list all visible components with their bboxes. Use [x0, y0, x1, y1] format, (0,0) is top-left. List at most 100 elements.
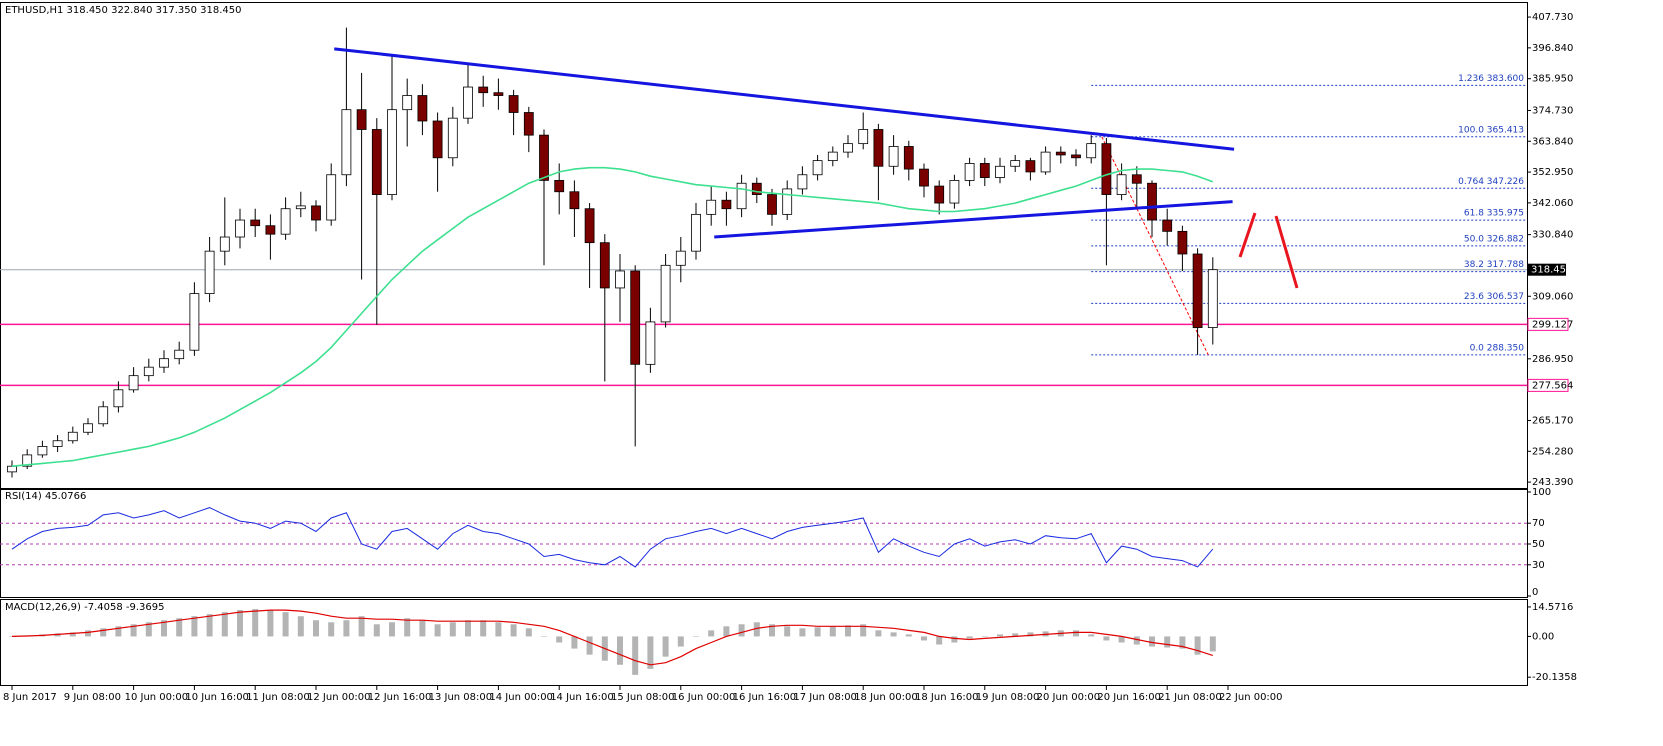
macd-bar [556, 636, 563, 643]
y-tick-label: 254.280 [1532, 446, 1573, 457]
y-tick-label: 50 [1532, 539, 1545, 550]
candle-body [843, 143, 853, 153]
x-tick-label: 11 Jun 08:00 [246, 692, 310, 703]
candle-body [964, 163, 975, 181]
y-tick-label: 0.00 [1532, 631, 1554, 642]
macd-bar [1088, 634, 1095, 637]
macd-bar [632, 636, 639, 675]
candle-body [721, 199, 732, 210]
candle-body [1192, 253, 1203, 328]
last-price-label: 318.450 [1531, 265, 1572, 276]
macd-bar [693, 636, 699, 637]
macd-bar [1133, 636, 1140, 645]
rsi-title: RSI(14) 45.0766 [5, 491, 86, 502]
rsi-line [11, 507, 1214, 568]
candle-body [539, 134, 549, 181]
y-tick-label: 243.390 [1532, 477, 1573, 488]
candle-body [83, 423, 93, 433]
macd-bar [647, 636, 654, 669]
macd-bar [389, 622, 395, 637]
macd-bar [267, 610, 274, 637]
macd-bar [966, 636, 973, 639]
fib-label: 23.6 306.537 [1464, 292, 1524, 302]
macd-bar [662, 636, 669, 657]
macd-bar [1103, 636, 1110, 641]
macd-bar [85, 630, 91, 637]
candle-body [341, 109, 352, 176]
y-tick-label: 374.730 [1532, 105, 1573, 116]
candle-body [1207, 269, 1218, 328]
level-box [1527, 378, 1569, 392]
signal-line [11, 609, 1213, 666]
plot: 1.236 383.600 100.0 365.413 0.764 347.226 6… [0, 27, 1527, 675]
fib-label: 50.0 326.882 [1464, 234, 1524, 244]
candle-body [1147, 182, 1157, 221]
candle-body [1101, 143, 1112, 195]
macd-bar [890, 632, 897, 637]
y-tick-label: 286.950 [1532, 354, 1573, 365]
macd-bar [419, 620, 426, 637]
macd-bar [951, 636, 958, 643]
candle-body [645, 321, 656, 365]
macd-bar [905, 634, 912, 637]
candle-body [143, 366, 154, 377]
macd-bar [829, 626, 836, 637]
macd-bar [921, 636, 927, 641]
y-tick-label: -20.1358 [1532, 672, 1577, 683]
x-tick-label: 18 Jun 00:00 [854, 692, 918, 703]
chart-title: ETHUSD,H1 318.450 322.840 317.350 318.45… [5, 5, 242, 16]
macd-title: MACD(12,26,9) -7.4058 -9.3695 [5, 602, 165, 613]
x-tick-label: 18 Jun 16:00 [915, 692, 979, 703]
macd-bar [449, 622, 456, 637]
macd-bar [145, 622, 152, 637]
candle-body [478, 86, 489, 94]
macd-bar [328, 622, 335, 637]
candle-body [7, 465, 17, 473]
moving-average [11, 166, 1214, 467]
macd-bar [586, 636, 593, 655]
candle-body [630, 270, 641, 365]
candle-body [174, 349, 185, 360]
fib-label: 61.8 335.975 [1464, 209, 1524, 219]
macd-bar [1027, 632, 1034, 637]
macd-bar [176, 618, 183, 637]
candle-body [1010, 160, 1021, 167]
macd-bar [130, 624, 137, 637]
candle-body [508, 95, 519, 113]
macd-bar [313, 620, 319, 637]
macd-bar [510, 624, 517, 637]
y-tick-label: 396.840 [1532, 43, 1573, 54]
candle-body [1177, 230, 1188, 255]
trendline [714, 200, 1233, 239]
candle-body [371, 129, 382, 195]
candle-body [356, 109, 367, 130]
level-label: 299.127 [1532, 319, 1573, 330]
candle-body [706, 199, 717, 215]
y-tick-label: 385.950 [1532, 74, 1573, 85]
candle-body [37, 446, 48, 456]
candle-body [311, 205, 321, 221]
macd-bar [1179, 636, 1186, 649]
candle-body [782, 188, 793, 215]
candle-body [934, 185, 945, 204]
arrow-down [1274, 215, 1299, 289]
macd-bar [9, 636, 15, 637]
candle-body [432, 120, 443, 159]
candle-body [189, 293, 200, 351]
x-tick-label: 21 Jun 08:00 [1158, 692, 1222, 703]
price-panel [0, 2, 1528, 489]
candle-body [1131, 174, 1142, 184]
macd-bar [845, 625, 851, 637]
candle-body [1071, 154, 1081, 159]
macd-bar [404, 618, 411, 637]
candle-body [599, 242, 610, 289]
candle-body [675, 250, 686, 266]
x-tick-label: 13 Jun 08:00 [429, 692, 493, 703]
candle-body [463, 86, 473, 119]
candle-body [736, 182, 747, 210]
fib-diagonal [1101, 136, 1209, 356]
candle-body [219, 236, 230, 252]
x-tick-label: 20 Jun 00:00 [1037, 692, 1101, 703]
level-box [1527, 317, 1569, 331]
